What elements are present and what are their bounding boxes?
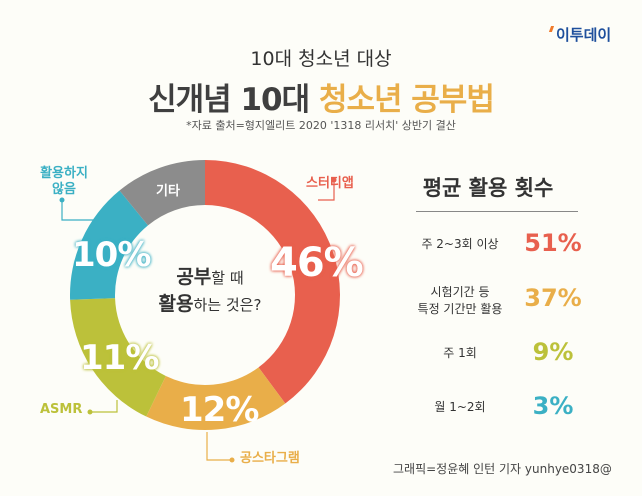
frequency-value: 3% (532, 392, 574, 420)
data-label-studyapp: 46% (270, 240, 364, 286)
credit: 그래픽=정윤혜 인턴 기자 yunhye0318@ (393, 462, 612, 476)
title-part1: 신개념 10대 (148, 82, 319, 118)
legend-gongstagram: 공스타그램 (240, 451, 300, 466)
center-title-a: 공부 (176, 266, 212, 288)
frequency-title: 평균 활용 횟수 (422, 176, 554, 200)
slice-gongstagram (146, 367, 286, 430)
leader-line (61, 200, 95, 221)
subtitle: 10대 청소년 대상 (250, 48, 392, 70)
legend-notused: 활용하지 않음 (34, 166, 94, 198)
center-title-d: 하는 것은? (193, 296, 262, 314)
leader-line (206, 432, 232, 461)
slice-studyapp (205, 160, 341, 404)
frequency-label: 주 2~3회 이상 (421, 237, 499, 251)
frequency-label: 주 1회 (443, 346, 477, 360)
leader-dot (229, 457, 235, 463)
data-label-gongstagram: 12% (180, 390, 259, 430)
source-note: *자료 출처=형지엘리트 2020 '1318 리서치' 상반기 결산 (186, 119, 456, 132)
center-title-b: 할 때 (211, 269, 244, 287)
divider (416, 211, 578, 212)
legend-studyapp: 스터디앱 (306, 176, 354, 191)
leader-dot (331, 177, 337, 183)
data-label-asmr: 11% (80, 338, 159, 378)
slice-etc (119, 160, 205, 226)
data-label-notused: 10% (72, 235, 151, 275)
leader-dot (87, 409, 93, 415)
frequency-value: 9% (532, 338, 574, 366)
slice-asmr (70, 298, 166, 417)
leader-dot (59, 197, 65, 203)
frequency-value: 51% (524, 229, 582, 257)
center-title-c: 활용 (158, 293, 194, 315)
legend-asmr: ASMR (40, 402, 83, 417)
leader-line (90, 400, 118, 413)
page-title: 신개념 10대 청소년 공부법 (0, 74, 642, 119)
frequency-label: 시험기간 등 특정 기간만 활용 (417, 285, 503, 316)
frequency-value: 37% (524, 284, 582, 312)
leader-line (318, 180, 335, 201)
slice-label-etc: 기타 (156, 184, 180, 199)
logo: 이투데이 (556, 26, 612, 44)
chart-center-title: 공부할 때 활용하는 것은? (145, 264, 275, 318)
slice-notused (69, 190, 148, 300)
title-part2: 청소년 공부법 (318, 82, 495, 118)
frequency-label: 월 1~2회 (434, 400, 486, 414)
legend-notused-text: 활용하지 않음 (40, 166, 88, 197)
